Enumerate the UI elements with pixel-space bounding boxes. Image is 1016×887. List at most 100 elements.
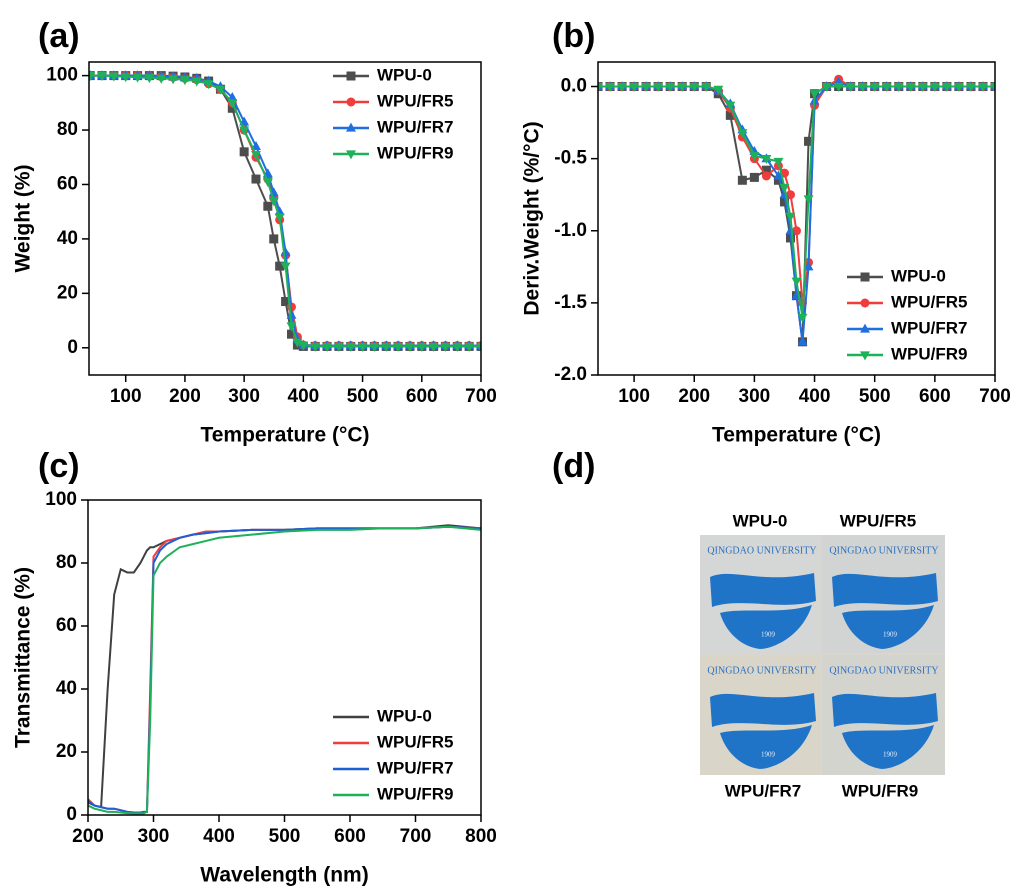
marker [860, 351, 870, 361]
marker [287, 329, 297, 339]
marker [598, 82, 603, 92]
y-tick-label: 0.0 [561, 76, 587, 97]
marker [869, 82, 880, 92]
logo-year: 1909 [761, 751, 776, 759]
panel-label: (c) [38, 447, 80, 485]
y-tick-label: 80 [56, 552, 77, 573]
sample-label: WPU-0 [733, 511, 788, 530]
marker [263, 201, 273, 211]
marker [298, 341, 309, 351]
marker [393, 342, 404, 352]
x-tick-label: 700 [465, 386, 497, 407]
marker [227, 99, 238, 109]
marker [476, 342, 481, 352]
marker [381, 342, 392, 352]
marker [268, 197, 279, 207]
marker [215, 85, 226, 95]
marker [156, 74, 167, 84]
marker [857, 82, 868, 92]
marker [605, 82, 615, 92]
marker [179, 76, 190, 86]
marker [761, 171, 771, 181]
marker [773, 170, 784, 180]
marker [737, 175, 747, 185]
marker [773, 175, 783, 185]
sample-label: WPU/FR9 [842, 781, 919, 800]
marker [416, 342, 427, 352]
marker [345, 342, 356, 352]
marker [929, 82, 940, 92]
legend-label: WPU-0 [377, 65, 432, 84]
marker [917, 82, 928, 92]
marker [168, 75, 179, 85]
marker [280, 262, 291, 272]
logo-band [832, 573, 938, 607]
legend-label: WPU/FR7 [377, 758, 454, 777]
marker [965, 82, 976, 92]
marker [440, 342, 451, 352]
marker [333, 342, 344, 352]
marker [346, 122, 356, 132]
x-tick-label: 400 [288, 386, 320, 407]
marker [239, 126, 250, 136]
marker [905, 82, 916, 92]
marker [803, 195, 814, 205]
logo-bottom [720, 725, 812, 769]
marker [791, 277, 802, 287]
y-tick-label: 40 [56, 678, 77, 699]
marker [809, 90, 820, 100]
marker [428, 342, 439, 352]
panel-label: (d) [552, 447, 595, 485]
marker [785, 212, 796, 222]
plot-frame [87, 499, 482, 816]
sample-label: WPU/FR5 [840, 511, 917, 530]
marker [860, 272, 870, 282]
marker [346, 71, 356, 81]
logo-text: QINGDAO UNIVERSITY [707, 545, 816, 556]
series-line [88, 525, 481, 814]
y-tick-label: -0.5 [554, 148, 587, 169]
legend-label: WPU/FR7 [891, 318, 968, 337]
logo: QINGDAO UNIVERSITY 1909 [707, 545, 817, 649]
x-tick-label: 300 [228, 386, 260, 407]
legend-label: WPU/FR7 [377, 117, 454, 136]
marker [617, 82, 628, 92]
marker [322, 342, 332, 352]
x-tick-label: 500 [347, 386, 379, 407]
marker [281, 297, 291, 307]
marker [346, 150, 356, 160]
y-tick-label: -2.0 [554, 364, 587, 385]
marker [990, 82, 995, 92]
panel-label: (a) [38, 17, 80, 55]
marker [749, 172, 759, 182]
marker [953, 82, 964, 92]
x-tick-label: 600 [334, 826, 366, 847]
marker [725, 101, 736, 111]
marker [761, 155, 772, 165]
marker [701, 82, 712, 92]
x-tick-label: 100 [110, 386, 142, 407]
marker [251, 174, 261, 184]
marker [452, 342, 463, 352]
marker [860, 323, 870, 333]
sample-label: WPU/FR7 [725, 781, 802, 800]
marker [132, 73, 143, 83]
legend-label: WPU-0 [891, 266, 946, 285]
marker [665, 82, 676, 92]
marker [203, 80, 214, 90]
x-tick-label: 400 [203, 826, 235, 847]
y-tick-label: 100 [45, 489, 77, 510]
logo-band [832, 693, 938, 727]
panel-label: (b) [552, 17, 595, 55]
y-tick-label: 20 [56, 741, 77, 762]
marker [286, 322, 297, 332]
logo-year: 1909 [761, 631, 776, 639]
x-tick-label: 200 [169, 386, 201, 407]
y-tick-label: -1.5 [554, 292, 587, 313]
legend-label: WPU/FR9 [377, 784, 454, 803]
y-tick-label: -1.0 [554, 220, 587, 241]
y-axis-title: Transmittance (%) [12, 567, 35, 748]
marker [239, 147, 249, 157]
logo-year: 1909 [883, 631, 898, 639]
